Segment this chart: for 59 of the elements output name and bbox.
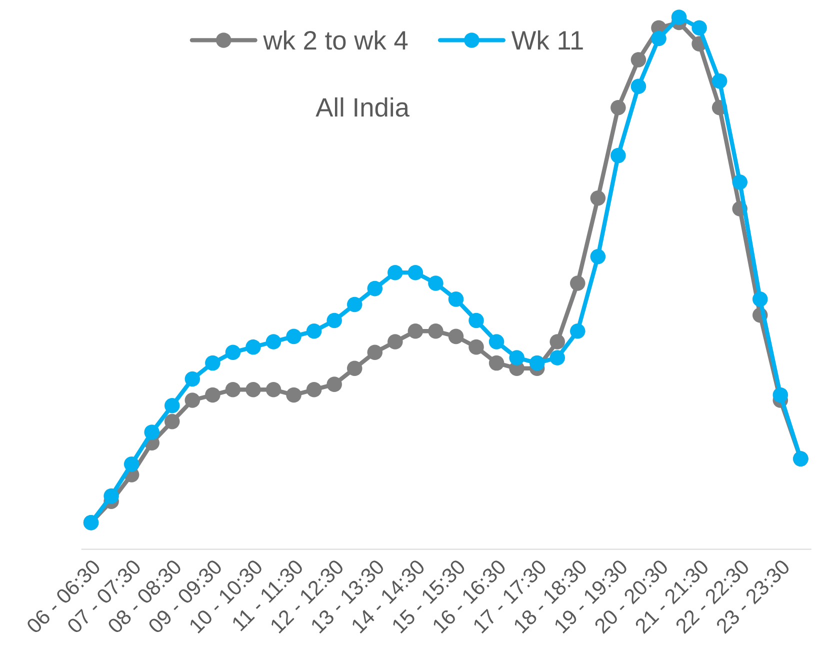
point [570,323,586,339]
point [367,344,383,360]
point [448,328,464,344]
point [671,10,687,25]
point [488,334,504,350]
point [550,334,566,350]
point [306,382,322,398]
legend-label: Wk 11 [511,30,583,50]
point [286,328,302,344]
point [712,73,728,89]
point [732,174,748,190]
point [246,382,261,398]
point [752,292,768,307]
point [184,371,200,387]
point [570,276,586,291]
point [550,350,566,366]
point [388,264,403,280]
point [246,339,261,355]
point [266,382,282,398]
point [205,355,220,371]
point [428,276,444,291]
point [124,456,140,472]
point [144,424,160,440]
point [488,355,504,371]
point [346,360,362,376]
point [184,392,200,408]
point [630,78,646,94]
point [367,280,383,296]
point [610,148,626,164]
point [468,339,484,355]
point [651,30,666,46]
legend-label: wk 2 to wk 4 [263,30,408,50]
point [104,488,119,504]
point [448,292,464,307]
point [590,248,606,264]
point [164,398,180,414]
point [590,190,606,206]
point [286,387,302,403]
point [692,20,707,36]
point [326,312,342,328]
point [428,323,444,339]
point [164,414,180,430]
point [388,334,403,350]
point [346,296,362,312]
point [772,387,788,403]
text: All India [316,97,410,117]
point [509,350,524,366]
point [225,344,241,360]
point [326,376,342,392]
point [205,387,220,403]
point [266,334,282,350]
point [306,323,322,339]
point [408,323,424,339]
point [408,264,424,280]
point [225,382,241,398]
point [468,312,484,328]
point [529,355,545,371]
point [610,100,626,116]
point [630,52,646,68]
